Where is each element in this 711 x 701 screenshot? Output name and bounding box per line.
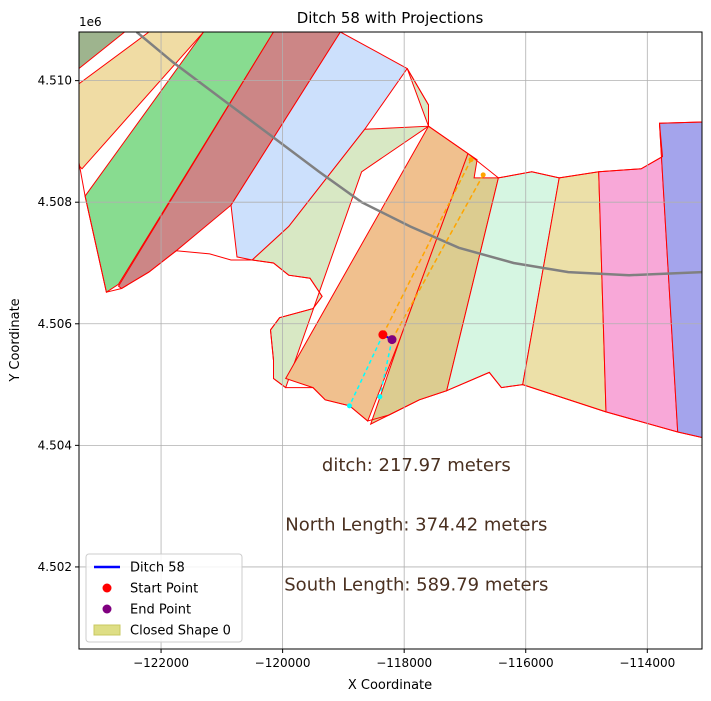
chart-title: Ditch 58 with Projections <box>297 9 484 27</box>
y-offset-label: 1e6 <box>79 15 102 29</box>
south-projection-line <box>348 334 384 407</box>
x-axis-label: X Coordinate <box>348 678 432 693</box>
x-tick-label: −122000 <box>133 656 189 670</box>
legend-label: End Point <box>130 603 191 618</box>
axes-frame <box>78 31 703 650</box>
parcel-boundary-top <box>406 68 702 179</box>
x-tick-label: −118000 <box>376 656 432 670</box>
length-annotation: South Length: 589.79 meters <box>284 575 548 596</box>
y-tick-label: 4.506 <box>38 317 72 331</box>
parcel-1 <box>79 32 126 70</box>
x-tick-label: −114000 <box>619 656 675 670</box>
legend-dot-swatch <box>102 583 112 593</box>
legend-patch-swatch <box>93 624 121 636</box>
y-tick-label: 4.508 <box>38 195 72 209</box>
legend-label: Closed Shape 0 <box>130 624 231 639</box>
north-projection-end <box>468 157 474 163</box>
end-point <box>387 335 397 345</box>
y-axis-label: Y Coordinate <box>8 298 23 382</box>
north-projection-line <box>382 159 472 336</box>
legend-label: Start Point <box>130 582 198 597</box>
y-tick-label: 4.502 <box>38 560 72 574</box>
parcel-0 <box>79 32 205 170</box>
legend-dot-swatch <box>102 604 112 614</box>
y-tick-label: 4.510 <box>38 74 72 88</box>
main-ditch-line <box>135 32 702 277</box>
north-projection-end <box>480 172 486 178</box>
south-projection-end <box>377 394 383 400</box>
length-annotation: ditch: 217.97 meters <box>322 455 511 476</box>
parcel-boundary <box>79 162 702 438</box>
legend-box <box>85 553 243 643</box>
start-point <box>378 330 388 340</box>
legend: Ditch 58 Start Point End Point Closed Shape… <box>85 553 243 643</box>
south-projection-line <box>379 339 393 397</box>
length-annotation: North Length: 374.42 meters <box>285 514 547 535</box>
x-tick-label: −116000 <box>498 656 554 670</box>
south-projection-end <box>346 403 352 409</box>
legend-label: Ditch 58 <box>130 561 185 576</box>
x-tick-label: −120000 <box>255 656 311 670</box>
y-tick-label: 4.504 <box>38 438 72 452</box>
